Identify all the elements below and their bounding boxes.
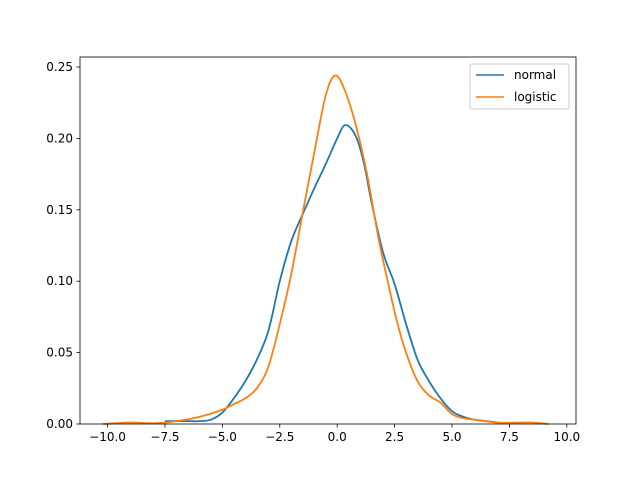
y-tick-label: 0.00 (46, 417, 73, 431)
y-tick-label: 0.15 (46, 203, 73, 217)
x-tick-label: 10.0 (553, 430, 580, 444)
y-axis: 0.00 0.05 0.10 0.15 0.20 0.25 (46, 60, 80, 431)
x-tick-label: −7.5 (150, 430, 179, 444)
x-tick-label: 7.5 (500, 430, 519, 444)
x-tick-label: −5.0 (208, 430, 237, 444)
x-tick-label: −2.5 (265, 430, 294, 444)
legend-label-logistic: logistic (514, 90, 557, 104)
series-line-logistic (102, 74, 549, 425)
x-tick-label: 2.5 (385, 430, 404, 444)
y-tick-label: 0.05 (46, 346, 73, 360)
y-tick-label: 0.25 (46, 60, 73, 74)
x-axis: −10.0 −7.5 −5.0 −2.5 0.0 2.5 5.0 7.5 10.0 (89, 424, 580, 444)
x-tick-label: 5.0 (442, 430, 461, 444)
axes-frame (79, 56, 577, 425)
x-tick-label: −10.0 (89, 430, 126, 444)
y-tick-label: 0.20 (46, 131, 73, 145)
plot-lines (102, 74, 549, 425)
y-tick-label: 0.10 (46, 274, 73, 288)
x-tick-label: 0.0 (328, 430, 347, 444)
legend: normal logistic (469, 63, 570, 110)
series-line-normal (164, 124, 499, 424)
legend-label-normal: normal (514, 68, 556, 82)
